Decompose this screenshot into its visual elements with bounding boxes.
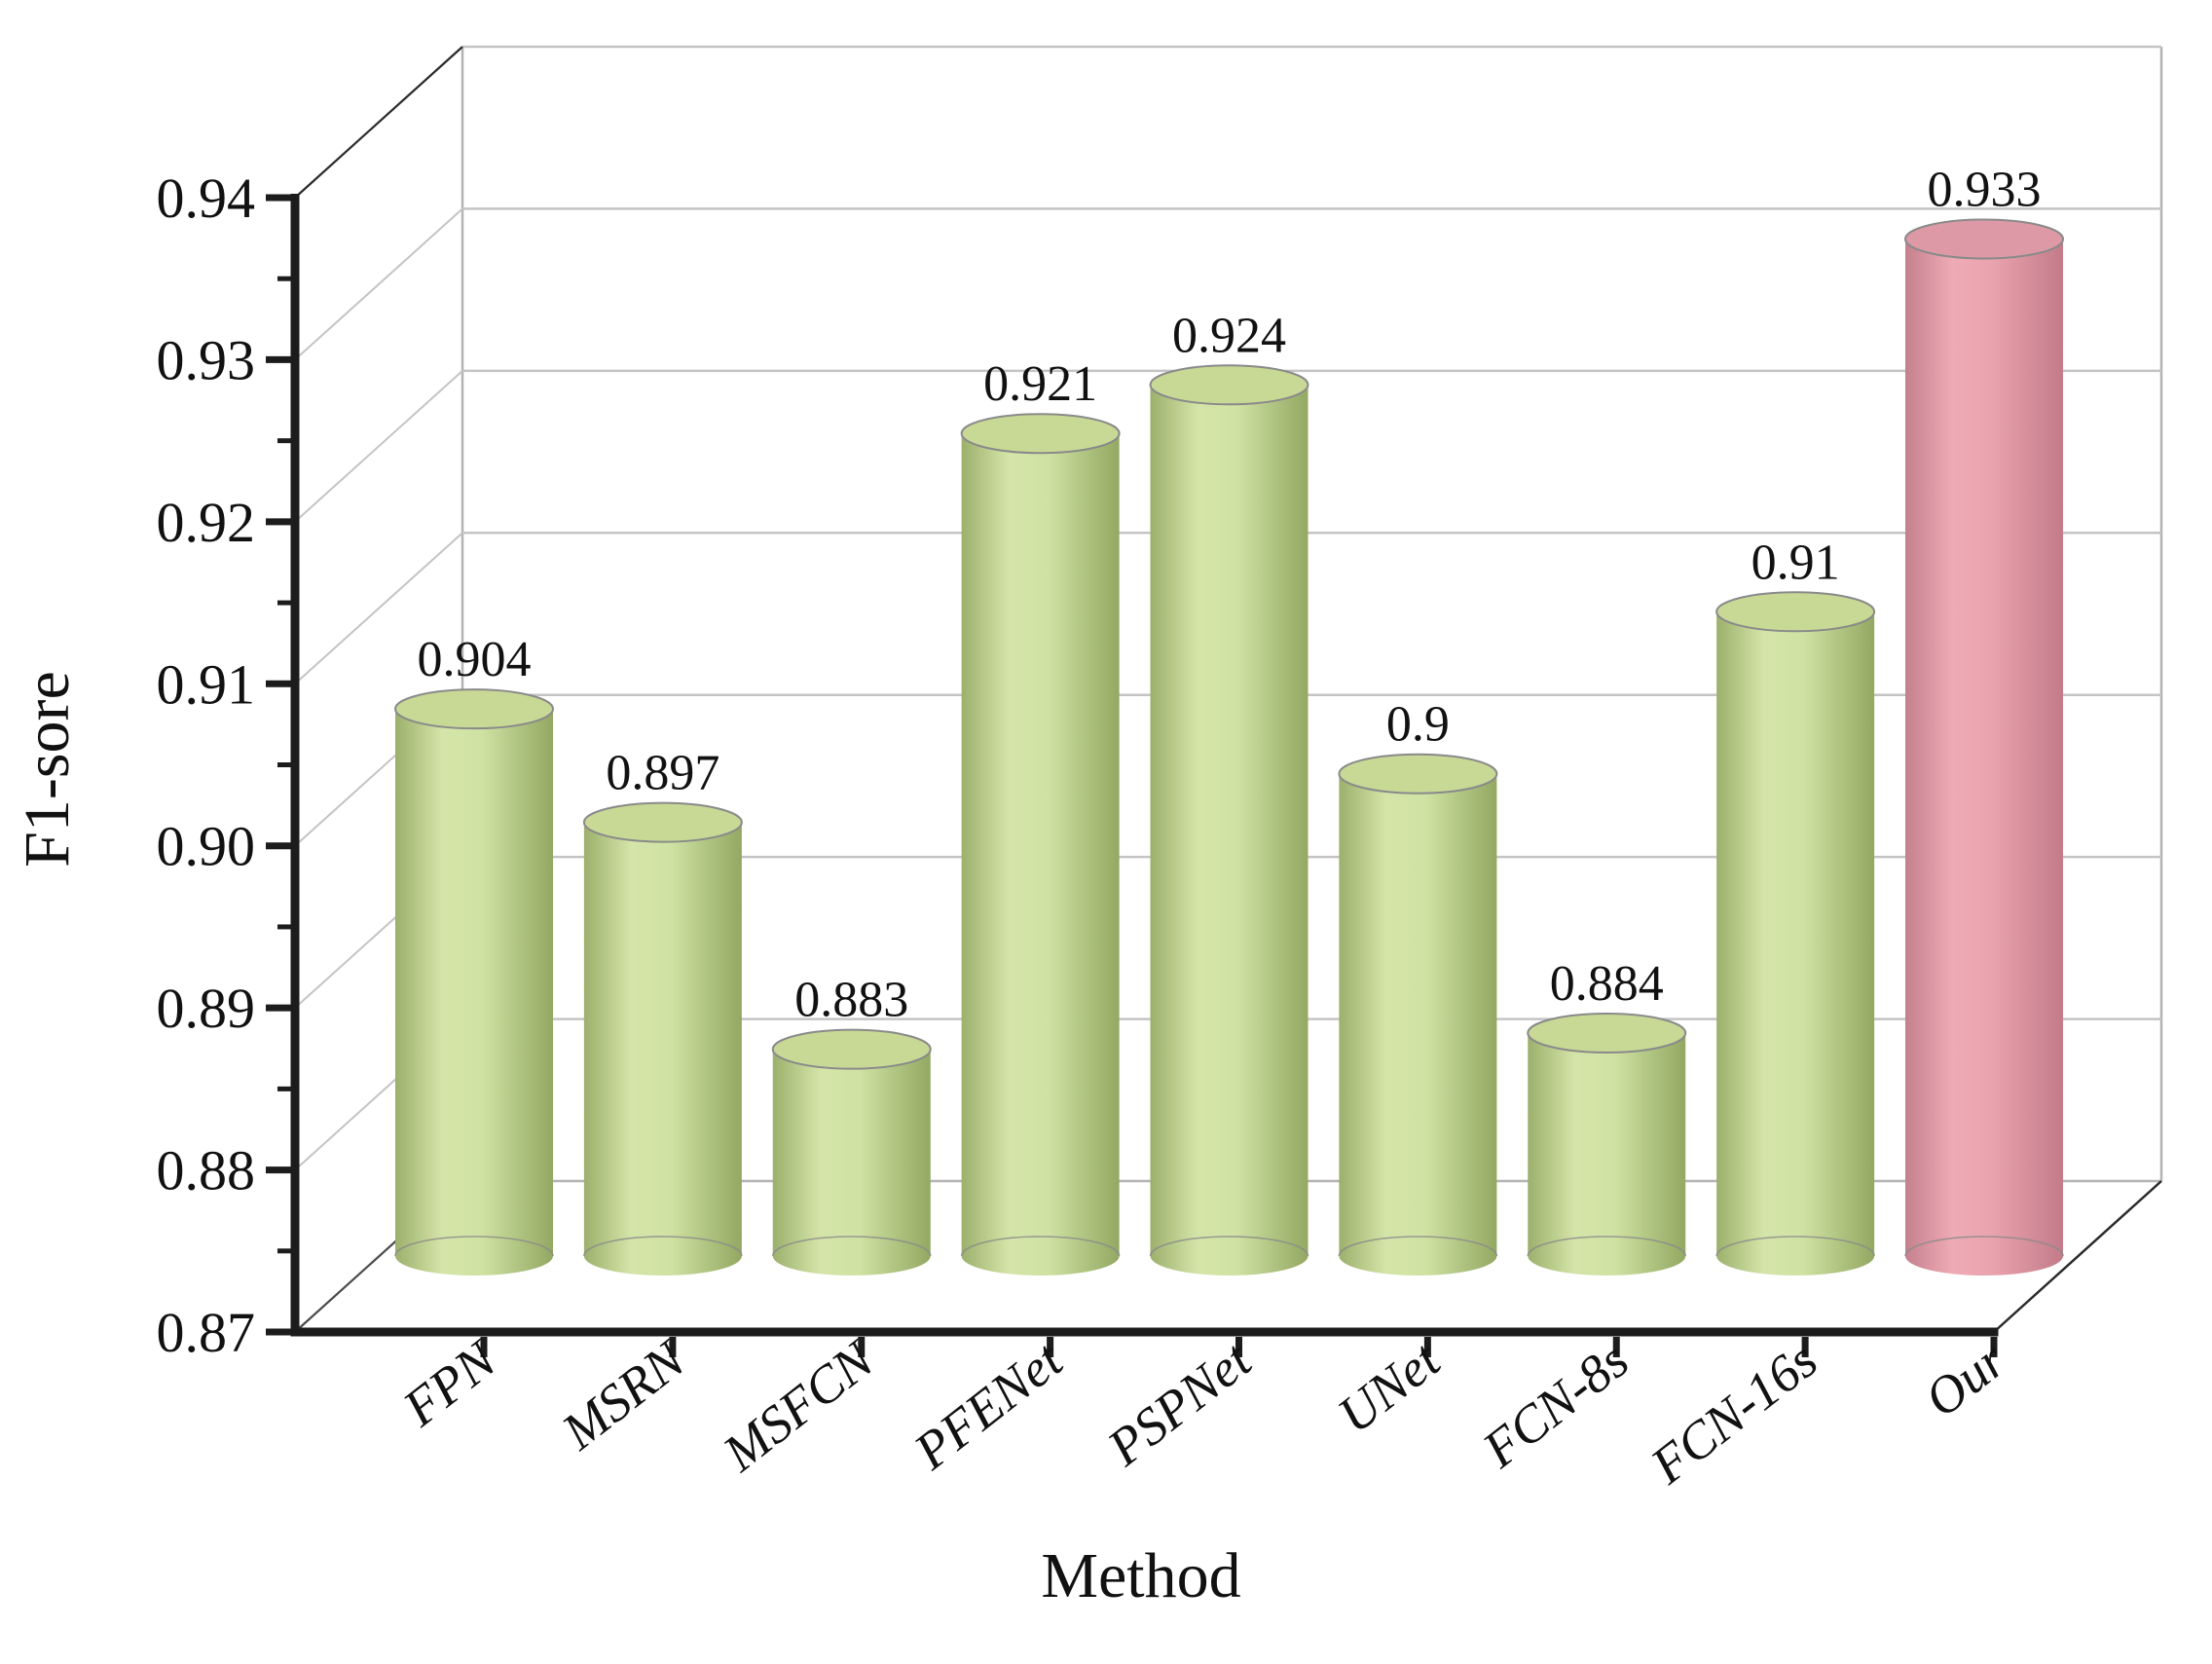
y-tick-label: 0.91 [157, 652, 256, 716]
bars-group [394, 218, 2064, 1276]
category-label-MSFCN: MSFCN [712, 1328, 887, 1483]
axes-group [266, 194, 1999, 1357]
y-tick-label: 0.90 [157, 815, 256, 878]
cylinder-top [1338, 753, 1498, 795]
category-label-FCN-8s: FCN-8s [1471, 1330, 1640, 1479]
gridline-left-wall [294, 207, 463, 361]
value-label: 0.933 [1928, 163, 2042, 218]
cylinder-body [1716, 592, 1875, 1276]
cylinder-top [582, 801, 743, 843]
cylinder-top [1904, 218, 2064, 260]
y-axis-title: F1-sore [12, 671, 83, 868]
bar-cylinder-FPN [394, 688, 554, 1276]
cylinder-top [1527, 1013, 1687, 1054]
cylinder-top [960, 413, 1121, 455]
gridline-left-wall [294, 370, 463, 523]
value-label: 0.883 [794, 973, 908, 1028]
cylinder-body [395, 689, 553, 1276]
cylinder-body [1905, 219, 2063, 1276]
bar-cylinder-Our [1904, 218, 2064, 1276]
y-tick-label: 0.92 [157, 491, 256, 554]
box-edge-top-left [294, 46, 463, 199]
bar-cylinder-PSPNet [1149, 364, 1309, 1276]
category-label-FPN: FPN [391, 1328, 508, 1438]
cylinder-base-rim [1527, 1236, 1687, 1257]
bar-cylinder-PFENet [960, 413, 1121, 1276]
category-label-PFENet: PFENet [903, 1329, 1074, 1481]
cylinder-body [583, 802, 742, 1276]
bar-cylinder-MSRN [582, 801, 743, 1276]
cylinder-body [1339, 754, 1497, 1276]
value-label: 0.91 [1751, 535, 1840, 590]
y-tick-label: 0.88 [157, 1139, 256, 1202]
cylinder-body [961, 414, 1120, 1276]
cylinder-base-rim [771, 1236, 932, 1257]
cylinder-body [1150, 365, 1309, 1276]
floor-right-edge [1993, 1180, 2162, 1333]
cylinder-top [1715, 591, 1876, 633]
cylinder-top [1149, 364, 1309, 406]
gridlines [294, 207, 2161, 1171]
x-axis-title: Method [1041, 1540, 1240, 1611]
cylinder-base-rim [583, 1236, 743, 1257]
bar-cylinder-UNet [1338, 753, 1498, 1276]
value-label: 0.897 [606, 746, 719, 801]
cylinder-body [772, 1029, 931, 1276]
cylinder-base-rim [1904, 1236, 2064, 1257]
category-label-PSPNet: PSPNet [1096, 1329, 1264, 1478]
cylinder-base-rim [1149, 1236, 1309, 1257]
value-label: 0.924 [1172, 308, 1286, 363]
cylinder-base-rim [1715, 1236, 1875, 1257]
value-label: 0.921 [983, 356, 1097, 412]
value-label: 0.904 [418, 632, 532, 687]
cylinder-base-rim [1338, 1236, 1498, 1257]
y-tick-label: 0.87 [157, 1301, 256, 1364]
cylinder-body [1528, 1014, 1686, 1276]
y-tick-label: 0.93 [157, 328, 256, 391]
bar-cylinder-FCN-16s [1715, 591, 1876, 1276]
category-label-Our: Our [1914, 1330, 2017, 1428]
cylinder-top [771, 1028, 932, 1070]
value-label: 0.9 [1386, 697, 1450, 753]
gridline-left-wall [294, 532, 463, 685]
bar-cylinder-FCN-8s [1527, 1013, 1687, 1276]
category-label-FCN-16s: FCN-16s [1640, 1330, 1828, 1496]
cylinder-top [394, 688, 554, 730]
cylinder-base-rim [394, 1236, 554, 1257]
y-tick-label: 0.94 [157, 166, 256, 230]
bar-cylinder-MSFCN [771, 1028, 932, 1276]
value-label: 0.884 [1550, 956, 1664, 1012]
y-tick-label: 0.89 [157, 977, 256, 1040]
category-label-UNet: UNet [1327, 1329, 1452, 1445]
cylinder-base-rim [960, 1236, 1121, 1257]
